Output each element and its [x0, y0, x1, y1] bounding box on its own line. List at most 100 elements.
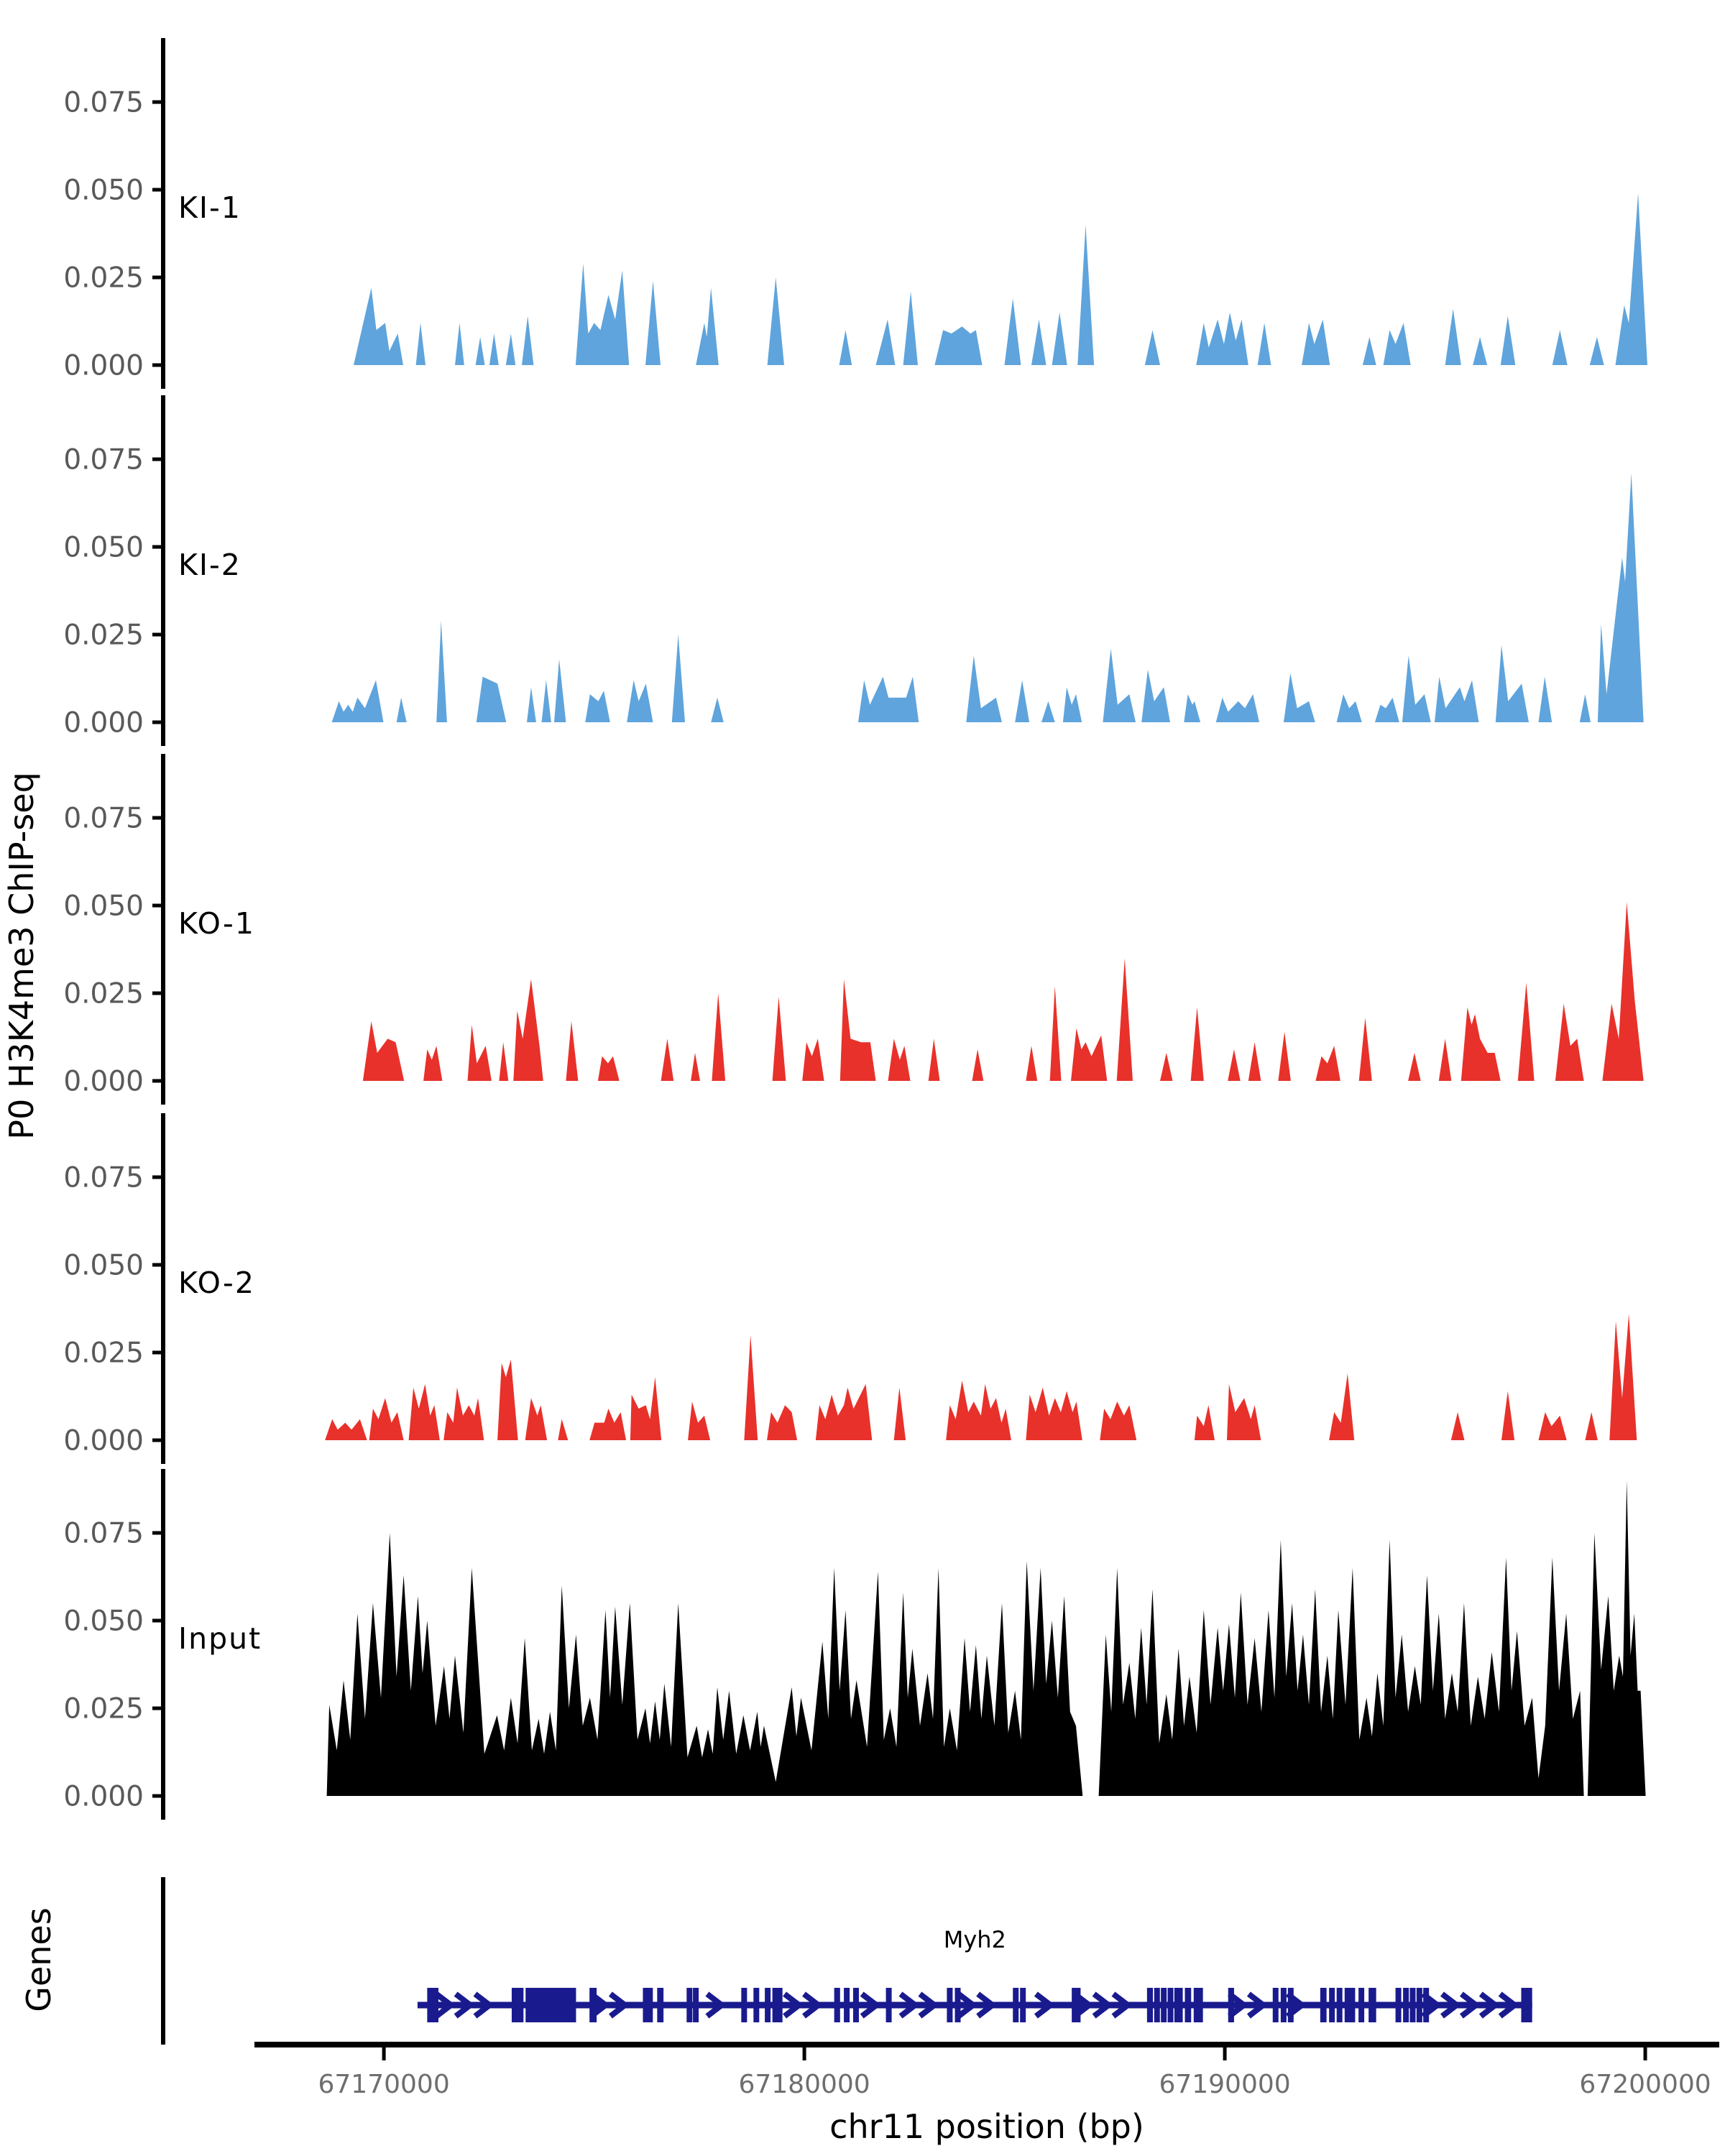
- track-KI-2: 0.000 0.025 0.050 0.075 KI-2: [63, 395, 1644, 746]
- gene-exon: [834, 1988, 840, 2022]
- gene-exon: [589, 1988, 597, 2022]
- gene-exon: [686, 1988, 693, 2022]
- y-tick-label: 0.025: [63, 978, 144, 1010]
- strand-arrow-icon: [1440, 1991, 1462, 2019]
- gene-exon: [525, 1988, 576, 2022]
- y-tick-label: 0.050: [63, 1250, 144, 1282]
- y-tick-label: 0.025: [63, 1693, 144, 1726]
- y-tick-label: 0.075: [63, 444, 144, 476]
- y-tick-label: 0.025: [63, 619, 144, 652]
- gene-exon: [1521, 1988, 1532, 2022]
- signal-tracks: 0.0000.0250.0500.075KI-10.0000.0250.0500…: [63, 38, 1647, 1820]
- strand-arrow-icon: [1034, 1991, 1056, 2019]
- gene-exon: [1358, 1988, 1365, 2022]
- track-Input: 0.000 0.025 0.050 0.075 Input: [63, 1469, 1646, 1820]
- x-tick-label: 67180000: [738, 2070, 870, 2099]
- strand-arrow-icon: [1459, 1991, 1481, 2019]
- track-Input-signal-area: [326, 1480, 1646, 1796]
- track-KI-1-signal-area: [354, 193, 1647, 365]
- strand-arrow-icon: [434, 1991, 456, 2019]
- strand-arrow-icon: [802, 1991, 824, 2019]
- strand-arrow-icon: [957, 1991, 978, 2019]
- gene-name-label: Myh2: [944, 1926, 1006, 1953]
- gene-exon: [1320, 1988, 1327, 2022]
- gene-exon: [1395, 1988, 1402, 2022]
- gene-exon: [1329, 1988, 1335, 2022]
- track-KO-1: 0.000 0.025 0.050 0.075 KO-1: [63, 754, 1644, 1105]
- gene-exon: [1228, 1988, 1234, 2022]
- gene-exon: [1193, 1988, 1203, 2022]
- track-KO-2: 0.000 0.025 0.050 0.075 KO-2: [63, 1113, 1637, 1464]
- gene-exon: [1423, 1988, 1430, 2022]
- strand-arrow-icon: [589, 1991, 611, 2019]
- gene-exon: [693, 1988, 699, 2022]
- gene-exon: [1020, 1988, 1026, 2022]
- gene-exon: [954, 1988, 961, 2022]
- gene-exon: [1368, 1988, 1376, 2022]
- y-tick-label: 0.000: [63, 707, 144, 740]
- track-label-KI-1: KI-1: [178, 190, 242, 225]
- strand-arrow-icon: [1498, 1991, 1519, 2019]
- gene-exon: [1403, 1988, 1409, 2022]
- strand-arrow-icon: [1072, 1991, 1094, 2019]
- gene-exon: [1416, 1988, 1422, 2022]
- y-tick-label: 0.075: [63, 803, 144, 835]
- gene-exon: [647, 1988, 653, 2022]
- y-tick-label: 0.050: [63, 890, 144, 923]
- y-tick-label: 0.075: [63, 1518, 144, 1550]
- strand-arrow-icon: [898, 1991, 920, 2019]
- y-axis-title: P0 H3K4me3 ChIP-seq: [2, 772, 41, 1140]
- strand-arrow-icon: [918, 1991, 939, 2019]
- gene-exon: [753, 1988, 760, 2022]
- gene-exon: [1409, 1988, 1416, 2022]
- gene-exon: [432, 1988, 438, 2022]
- strand-arrow-icon: [1478, 1991, 1501, 2019]
- gene-exon: [511, 1988, 524, 2022]
- gene-exon: [1280, 1988, 1287, 2022]
- gene-exon: [1336, 1988, 1343, 2022]
- x-axis-title: chr11 position (bp): [829, 2107, 1144, 2146]
- track-label-KO-2: KO-2: [178, 1266, 255, 1300]
- track-KO-2-signal-area: [325, 1314, 1637, 1440]
- track-label-KO-1: KO-1: [178, 906, 255, 941]
- gene-exon: [1146, 1988, 1154, 2022]
- gene-exon: [886, 1988, 892, 2022]
- strand-arrow-icon: [976, 1991, 998, 2019]
- x-tick-label: 67200000: [1579, 2070, 1711, 2099]
- gene-exon: [1174, 1988, 1183, 2022]
- strand-arrow-icon: [1246, 1991, 1269, 2019]
- x-axis: 67170000 67180000 67190000 67200000: [254, 2042, 1719, 2099]
- strand-arrow-icon: [454, 1991, 475, 2019]
- strand-arrow-icon: [860, 1991, 881, 2019]
- strand-arrow-icon: [1285, 1991, 1307, 2019]
- track-KI-2-signal-area: [331, 473, 1644, 722]
- gene-exon: [1272, 1988, 1279, 2022]
- gene-exon: [643, 1988, 649, 2022]
- gene-exon: [1161, 1988, 1167, 2022]
- gene-exon: [1013, 1988, 1019, 2022]
- y-tick-label: 0.075: [63, 1162, 144, 1194]
- track-label-KI-2: KI-2: [178, 548, 242, 582]
- gene-exon: [765, 1988, 771, 2022]
- gene-exon: [772, 1988, 783, 2022]
- y-tick-label: 0.000: [63, 1066, 144, 1098]
- track-label-Input: Input: [178, 1621, 262, 1656]
- track-KI-1: 0.000 0.025 0.050 0.075 KI-1: [63, 38, 1647, 389]
- x-tick-label: 67170000: [318, 2070, 449, 2099]
- y-tick-label: 0.025: [63, 262, 144, 295]
- strand-arrow-icon: [1228, 1991, 1249, 2019]
- gene-exon: [1072, 1988, 1081, 2022]
- y-tick-label: 0.025: [63, 1337, 144, 1370]
- gene-exon: [1154, 1988, 1160, 2022]
- track-KO-1-signal-area: [362, 902, 1644, 1081]
- y-tick-label: 0.075: [63, 87, 144, 119]
- strand-arrow-icon: [1111, 1991, 1133, 2019]
- gene-exon: [657, 1988, 664, 2022]
- y-tick-label: 0.050: [63, 175, 144, 207]
- strand-arrow-icon: [783, 1991, 804, 2019]
- gene-exon: [1287, 1988, 1294, 2022]
- gene-exon: [1184, 1988, 1192, 2022]
- strand-arrow-icon: [473, 1991, 494, 2019]
